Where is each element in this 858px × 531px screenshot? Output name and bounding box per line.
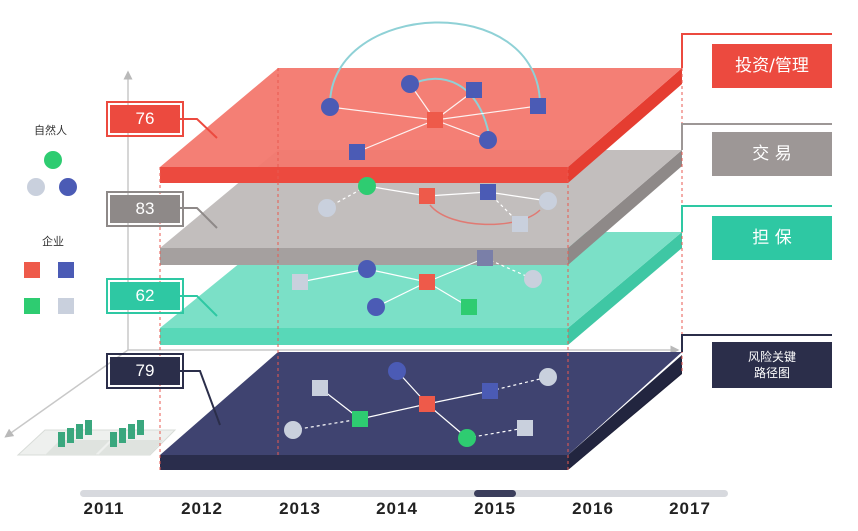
network-trade	[318, 177, 557, 232]
badge-connectors	[180, 118, 221, 426]
timeline-year[interactable]: 2015	[474, 499, 516, 518]
legend-company-title: 企业	[42, 235, 64, 248]
label-connectors	[681, 33, 832, 352]
network-guarantee	[292, 250, 542, 316]
timeline-year[interactable]: 2011	[83, 499, 125, 518]
legend-person-title: 自然人	[34, 124, 67, 137]
badge-risk: 79	[106, 353, 184, 389]
badge-investment: 76	[106, 101, 184, 137]
server-icon	[16, 420, 177, 456]
timeline-year[interactable]: 2012	[181, 499, 223, 518]
legend-shapes	[24, 151, 77, 314]
badge-guarantee: 62	[106, 278, 184, 314]
tag-investment[interactable]: 投资/管理	[712, 44, 832, 88]
layer-investment[interactable]	[160, 68, 682, 183]
network-investment	[321, 21, 546, 160]
tag-risk[interactable]: 风险关键 路径图	[712, 342, 832, 388]
timeline-track[interactable]	[80, 490, 728, 497]
badge-trade: 83	[106, 191, 184, 227]
network-risk	[284, 362, 557, 447]
timeline-year[interactable]: 2013	[279, 499, 321, 518]
timeline-year[interactable]: 2014	[376, 499, 418, 518]
timeline-handle	[474, 490, 516, 497]
tag-guarantee[interactable]: 担 保	[712, 216, 832, 260]
tag-trade[interactable]: 交 易	[712, 132, 832, 176]
timeline-year[interactable]: 2016	[572, 499, 614, 518]
timeline-year[interactable]: 2017	[669, 499, 711, 518]
